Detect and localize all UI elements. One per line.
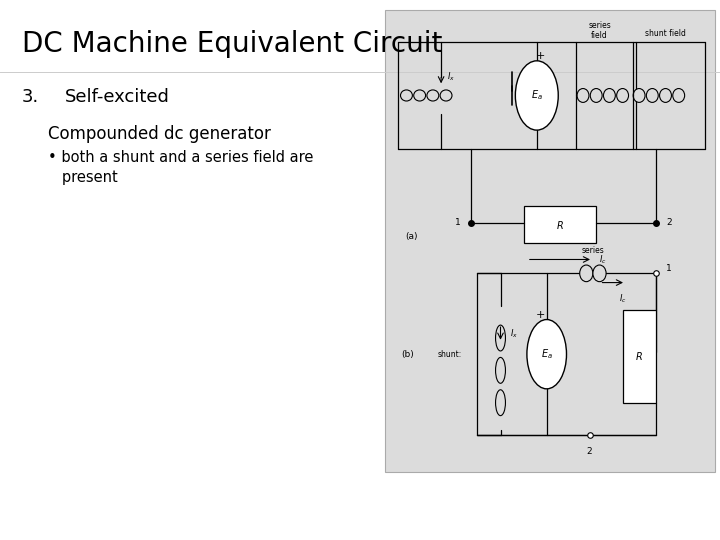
Text: series: series xyxy=(582,246,604,255)
Text: +: + xyxy=(536,309,545,320)
Ellipse shape xyxy=(495,325,505,351)
Text: Self-excited: Self-excited xyxy=(65,88,170,106)
Text: (a): (a) xyxy=(405,232,418,241)
Text: $R$: $R$ xyxy=(635,350,643,362)
Text: 1: 1 xyxy=(666,264,672,273)
Text: $R$: $R$ xyxy=(556,219,564,231)
Text: 2: 2 xyxy=(666,218,672,227)
Ellipse shape xyxy=(660,89,672,103)
Ellipse shape xyxy=(495,390,505,416)
Text: DC Machine Equivalent Circuit: DC Machine Equivalent Circuit xyxy=(22,30,442,58)
Text: 2: 2 xyxy=(587,447,593,456)
Bar xyxy=(523,206,596,244)
Text: $I_x$: $I_x$ xyxy=(510,327,518,340)
Text: (b): (b) xyxy=(402,350,414,359)
Text: shunt:: shunt: xyxy=(438,350,462,359)
Ellipse shape xyxy=(580,265,593,282)
Text: $I_x$: $I_x$ xyxy=(447,71,455,83)
Ellipse shape xyxy=(616,89,629,103)
Ellipse shape xyxy=(414,90,426,101)
Ellipse shape xyxy=(527,320,567,389)
Ellipse shape xyxy=(633,89,645,103)
Text: $E_a$: $E_a$ xyxy=(541,347,553,361)
Ellipse shape xyxy=(400,90,413,101)
Text: +: + xyxy=(536,51,545,61)
Text: 1: 1 xyxy=(455,218,461,227)
Ellipse shape xyxy=(672,89,685,103)
Ellipse shape xyxy=(516,61,558,130)
Text: shunt field: shunt field xyxy=(645,29,686,38)
Text: • both a shunt and a series field are
   present: • both a shunt and a series field are pr… xyxy=(48,150,313,185)
Text: 3.: 3. xyxy=(22,88,40,106)
Ellipse shape xyxy=(440,90,452,101)
Bar xyxy=(623,310,656,403)
Text: $I_c$: $I_c$ xyxy=(618,293,626,305)
Text: $I_c$: $I_c$ xyxy=(599,253,607,266)
Ellipse shape xyxy=(593,265,606,282)
Text: Compounded dc generator: Compounded dc generator xyxy=(48,125,271,143)
Ellipse shape xyxy=(427,90,438,101)
Ellipse shape xyxy=(603,89,616,103)
Bar xyxy=(385,10,715,472)
Ellipse shape xyxy=(577,89,589,103)
Text: series
field: series field xyxy=(588,21,611,40)
Ellipse shape xyxy=(495,357,505,383)
Ellipse shape xyxy=(647,89,658,103)
Text: $E_a$: $E_a$ xyxy=(531,89,543,103)
Ellipse shape xyxy=(590,89,602,103)
